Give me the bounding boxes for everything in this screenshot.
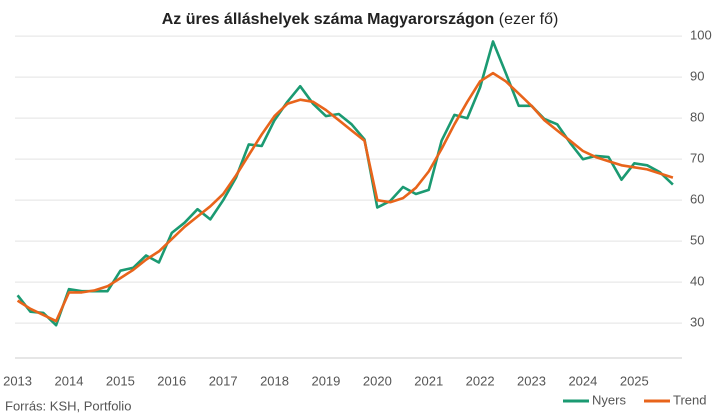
chart-subtitle: (ezer fő): [499, 11, 559, 28]
y-tick-label: 90: [690, 69, 704, 84]
x-tick-label: 2023: [517, 373, 546, 388]
x-tick-label: 2021: [414, 373, 443, 388]
x-tick-label: 2024: [568, 373, 597, 388]
y-tick-label: 100: [690, 28, 712, 43]
x-tick-label: 2025: [620, 373, 649, 388]
y-tick-label: 80: [690, 110, 704, 125]
y-tick-label: 50: [690, 233, 704, 248]
x-tick-label: 2017: [209, 373, 238, 388]
source: Forrás: KSH, Portfolio: [5, 398, 131, 413]
legend-label: Nyers: [592, 392, 626, 407]
x-tick-label: 2020: [363, 373, 392, 388]
x-tick-label: 2022: [466, 373, 495, 388]
series-line: [16, 71, 674, 323]
x-tick-label: 2013: [3, 373, 32, 388]
y-tick-label: 40: [690, 274, 704, 289]
x-tick-label: 2016: [157, 373, 186, 388]
chart-heading: Az üres álláshelyek száma Magyarországon…: [162, 11, 559, 28]
chart-title: Az üres álláshelyek száma Magyarországon: [162, 11, 495, 28]
x-tick-label: 2014: [55, 373, 84, 388]
legend-label: Trend: [673, 392, 706, 407]
y-tick-label: 70: [690, 151, 704, 166]
x-tick-label: 2018: [260, 373, 289, 388]
series-line: [16, 40, 674, 327]
y-tick-label: 60: [690, 192, 704, 207]
y-tick-label: 30: [690, 315, 704, 330]
x-tick-label: 2015: [106, 373, 135, 388]
x-tick-label: 2019: [311, 373, 340, 388]
